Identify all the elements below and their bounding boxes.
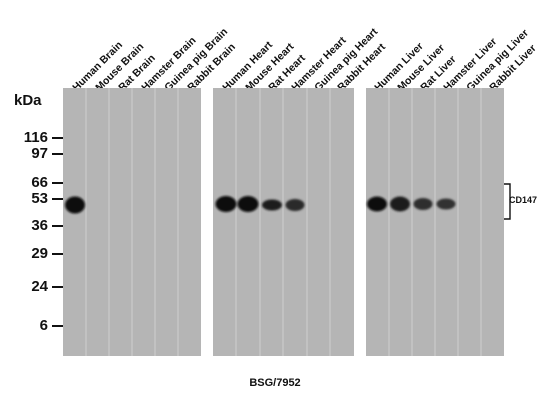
marker-label: 6 — [39, 317, 48, 334]
marker-tick — [52, 182, 66, 184]
marker-tick — [52, 253, 66, 255]
antibody-label: BSG/7952 — [249, 377, 301, 389]
band-rat-heart — [262, 199, 282, 211]
marker-label: 53 — [31, 190, 48, 207]
marker-tick — [52, 286, 66, 288]
marker-tick — [52, 225, 66, 227]
band-mouse-heart — [237, 196, 259, 212]
marker-tick — [52, 137, 66, 139]
unit-label: kDa — [14, 92, 42, 109]
band-mouse-liver — [390, 196, 410, 212]
band-human-brain — [65, 196, 85, 214]
marker-label: 66 — [31, 174, 48, 191]
band-rat-liver — [413, 198, 433, 210]
band-hamster-liver — [436, 198, 456, 210]
target-bracket — [504, 183, 511, 220]
band-human-heart — [215, 196, 237, 212]
band-human-liver — [367, 196, 387, 212]
band-hamster-heart — [285, 199, 305, 211]
marker-label: 116 — [23, 129, 48, 146]
target-label: CD147 — [509, 195, 538, 205]
marker-label: 36 — [31, 217, 48, 234]
marker-label: 24 — [31, 278, 48, 295]
marker-label: 29 — [31, 245, 48, 262]
marker-tick — [52, 198, 66, 200]
marker-tick — [52, 325, 66, 327]
marker-label: 97 — [31, 145, 48, 162]
marker-tick — [52, 153, 66, 155]
